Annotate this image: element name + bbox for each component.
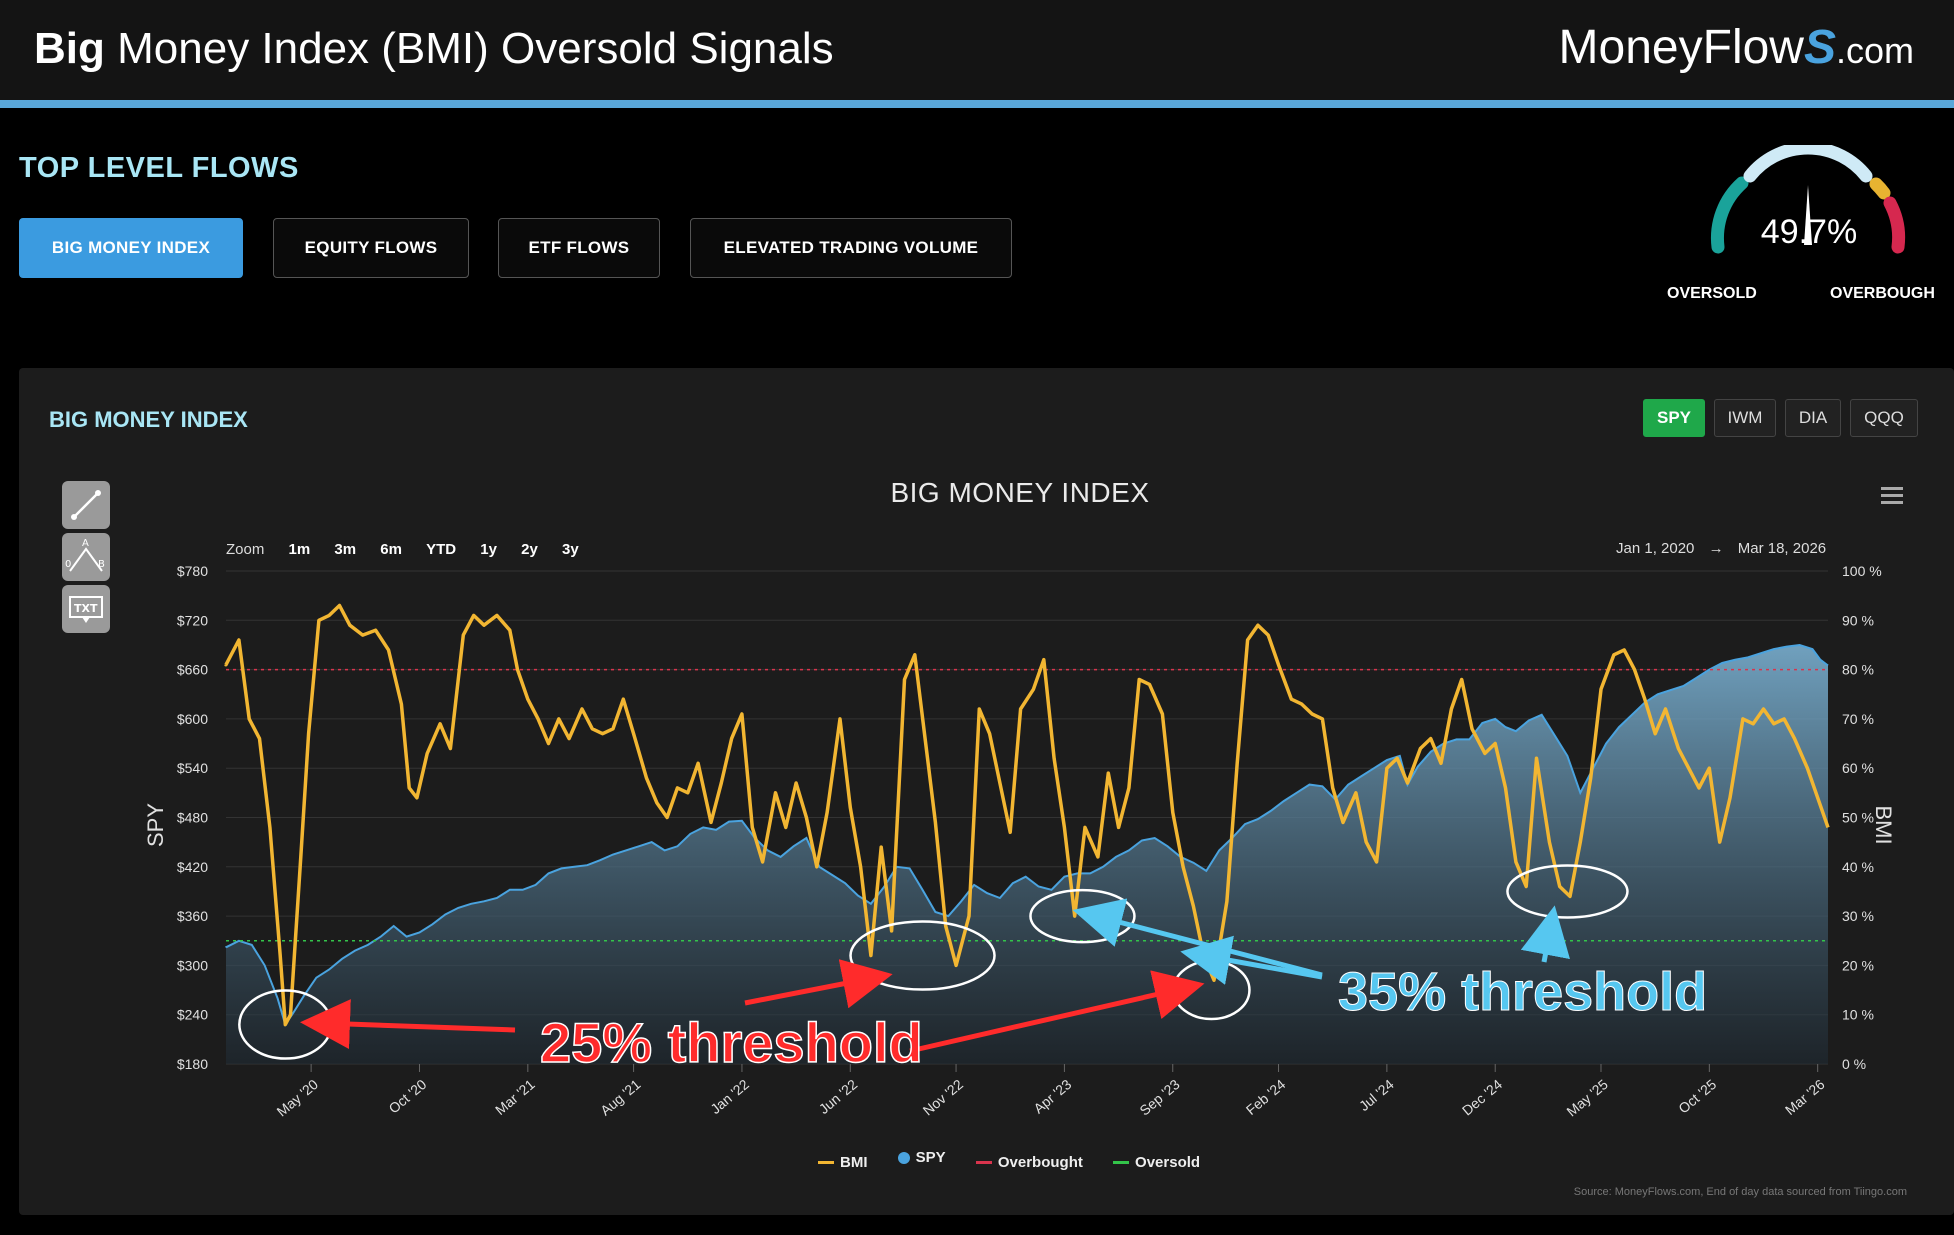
brand-logo[interactable]: MoneyFlowS.com [1558,21,1914,74]
legend-overbought[interactable]: Overbought [975,1154,1083,1171]
right-tick-label: 40 % [1842,859,1874,875]
chart-menu-icon[interactable] [1881,487,1903,505]
red-arrow-2 [744,959,893,1009]
legend-spy[interactable]: SPY [897,1149,946,1166]
left-tick-label: $540 [177,760,208,776]
x-tick-label: Dec '24 [1459,1076,1505,1119]
date-range[interactable]: Jan 1, 2020 → Mar 18, 2026 [1616,540,1826,557]
zoom-selector: Zoom 1m 3m 6m YTD 1y 2y 3y [226,541,599,558]
right-tick-label: 70 % [1842,711,1874,727]
left-tick-label: $240 [177,1007,208,1023]
zoom-6m[interactable]: 6m [380,541,402,558]
chart-title: BIG MONEY INDEX [890,477,1150,508]
date-from[interactable]: Jan 1, 2020 [1616,540,1695,557]
ticker-spy[interactable]: SPY [1643,399,1705,437]
gauge-value: 49.7% [1760,213,1858,251]
x-tick-label: May '20 [274,1076,322,1120]
ticker-qqq[interactable]: QQQ [1850,399,1918,437]
zoom-1m[interactable]: 1m [288,541,311,558]
text-tool-icon[interactable]: TXT [62,585,110,633]
x-tick-label: Feb '24 [1243,1076,1289,1118]
bmi-line [224,603,1830,1027]
tab-elevated-trading-volume[interactable]: ELEVATED TRADING VOLUME [690,218,1012,278]
page-title: Big Money Index (BMI) Oversold Signals [34,24,834,73]
legend-oversold[interactable]: Oversold [1113,1154,1200,1171]
blue-arrow-3 [1520,905,1570,963]
x-tick-label: Nov '22 [920,1076,966,1119]
left-tick-label: $660 [177,662,208,678]
right-tick-label: 20 % [1842,957,1874,973]
right-tick-label: 10 % [1842,1007,1874,1023]
spy-area [226,645,1828,1064]
x-tick-label: Aug '21 [597,1076,643,1119]
trendline-tool-icon[interactable] [62,481,110,529]
right-tick-label: 0 % [1842,1056,1866,1072]
x-tick-label: Mar '21 [492,1076,538,1118]
date-to[interactable]: Mar 18, 2026 [1737,540,1827,557]
right-axis-label: BMI [1871,805,1896,844]
right-tick-label: 60 % [1842,760,1874,776]
tab-equity-flows[interactable]: EQUITY FLOWS [273,218,469,278]
gauge-needle [1804,185,1812,245]
gauge-oversold-label: OVERSOLD [1667,285,1757,302]
svg-text:B: B [98,559,105,570]
spy-line [225,643,1829,1027]
legend-bmi[interactable]: BMI [818,1154,868,1171]
left-tick-label: $180 [177,1056,208,1072]
bmi-gauge [1710,145,1906,254]
left-tick-label: $720 [177,612,208,628]
x-tick-label: Jun '22 [816,1076,861,1117]
section-title: TOP LEVEL FLOWS [19,152,299,184]
x-tick-label: Oct '25 [1675,1076,1719,1117]
svg-text:A: A [82,538,89,549]
blue-arrow-2 [1180,935,1323,985]
svg-text:0: 0 [65,559,71,570]
red-arrow-3 [909,970,1205,1054]
left-tick-label: $300 [177,957,208,973]
x-tick-label: Apr '23 [1030,1076,1074,1117]
x-tick-label: Jul '24 [1356,1076,1397,1114]
source-note: Source: MoneyFlows.com, End of day data … [1573,1186,1907,1198]
left-tick-label: $360 [177,908,208,924]
ticker-dia[interactable]: DIA [1785,399,1841,437]
zoom-label: Zoom [226,541,265,558]
ticker-iwm[interactable]: IWM [1714,399,1776,437]
date-arrow: → [1708,540,1724,557]
right-tick-label: 100 % [1842,563,1882,579]
zoom-2y[interactable]: 2y [521,541,538,558]
gauge-overbought-label: OVERBOUGH [1830,285,1935,302]
left-tick-label: $420 [177,859,208,875]
zoom-3y[interactable]: 3y [561,541,579,558]
x-tick-label: Mar '26 [1782,1076,1828,1118]
red-arrow-1 [300,999,516,1050]
right-tick-label: 30 % [1842,908,1874,924]
right-tick-label: 50 % [1842,810,1874,826]
x-tick-label: Oct '20 [385,1076,429,1117]
panel-title: BIG MONEY INDEX [49,407,248,432]
zoom-1y[interactable]: 1y [480,541,497,558]
x-tick-label: Sep '23 [1136,1076,1182,1119]
oversold-circle-2022 [849,920,996,991]
zoom-ytd[interactable]: YTD [426,541,457,558]
x-tick-label: May '25 [1563,1076,1611,1120]
tab-etf-flows[interactable]: ETF FLOWS [498,218,660,278]
top-bar: Big Money Index (BMI) Oversold Signals M… [0,0,1954,100]
right-tick-label: 80 % [1842,662,1874,678]
left-tick-label: $600 [177,711,208,727]
annotation-25-threshold: 25% threshold [540,1011,923,1074]
left-tick-label: $780 [177,563,208,579]
x-tick-label: Jan '22 [707,1076,752,1117]
tab-big-money-index[interactable]: BIG MONEY INDEX [19,218,243,278]
left-tick-label: $480 [177,810,208,826]
left-axis-label: SPY [143,803,168,847]
annotation-35-threshold: 35% threshold [1338,962,1707,1022]
zoom-3m[interactable]: 3m [334,541,357,558]
svg-text:TXT: TXT [74,602,98,615]
header-divider [0,100,1954,108]
right-tick-label: 90 % [1842,612,1874,628]
chart-legend: BMI SPY Overbought Oversold [818,1149,1226,1171]
